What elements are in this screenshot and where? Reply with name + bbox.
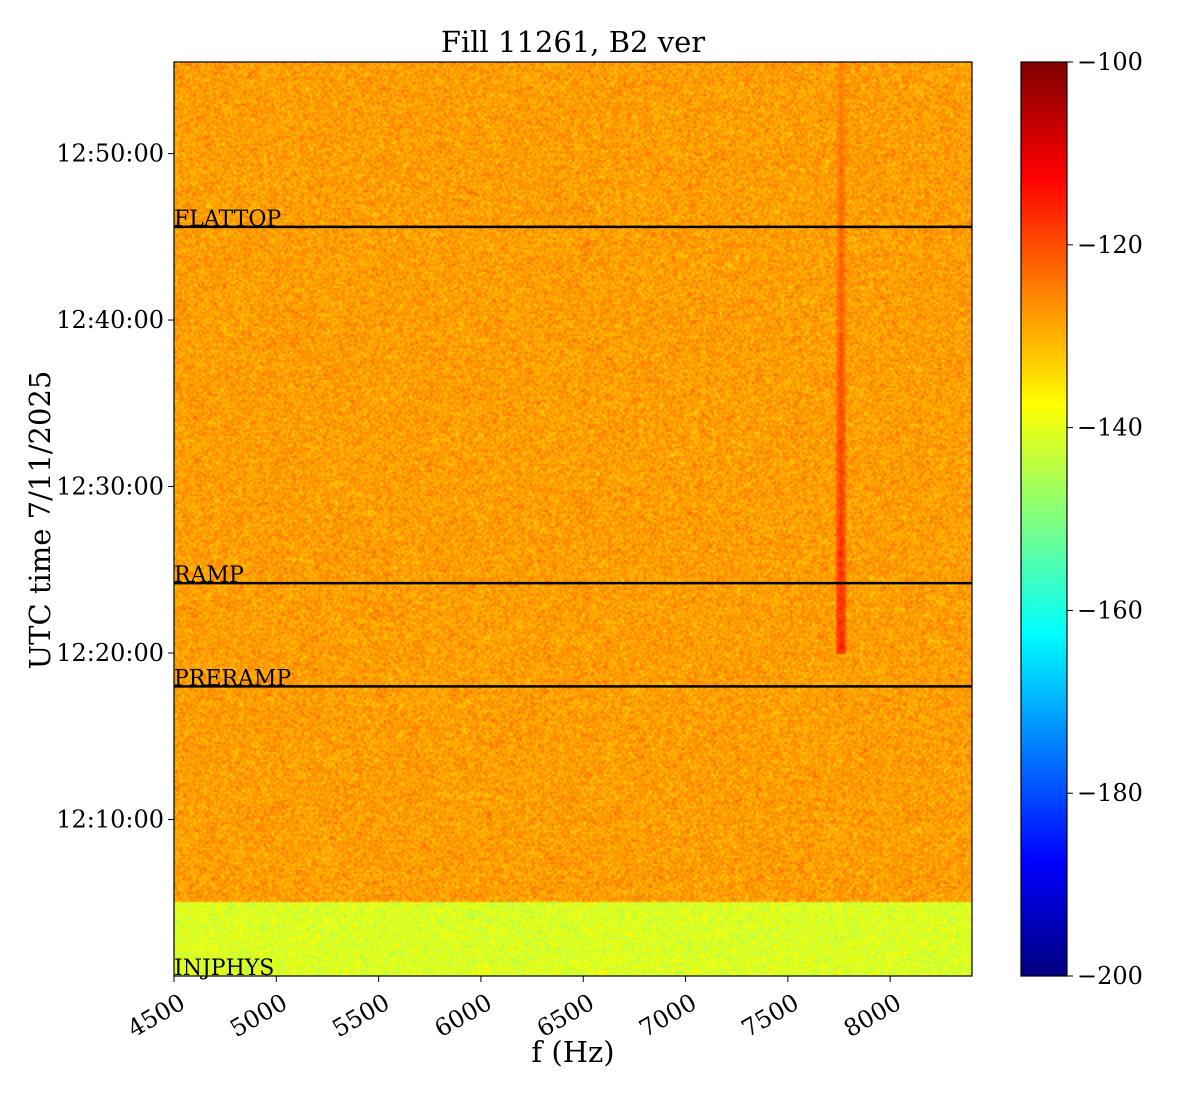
colorbar-axis: −100 −120 −140 −160 −180 −200 — [1067, 48, 1143, 990]
event-label: INJPHYS — [174, 956, 274, 981]
colorbar-tick-label: −200 — [1077, 962, 1143, 990]
x-tick-label: 4500 — [123, 988, 190, 1043]
colorbar-tick-label: −120 — [1077, 231, 1143, 259]
colorbar-frame — [1020, 61, 1068, 977]
x-tick-label: 5500 — [328, 988, 395, 1043]
y-tick-label: 12:50:00 — [56, 140, 164, 168]
x-axis-label: f (Hz) — [531, 1035, 614, 1069]
plot-frame — [173, 61, 973, 977]
colorbar-tick-label: −180 — [1077, 779, 1143, 807]
y-tick-label: 12:40:00 — [56, 306, 164, 334]
x-tick-label: 7000 — [634, 988, 701, 1043]
y-axis-label: UTC time 7/11/2025 — [23, 371, 57, 670]
chart-title: Fill 11261, B2 ver — [441, 25, 705, 59]
colorbar-gradient — [1021, 62, 1067, 976]
event-label: PRERAMP — [174, 666, 291, 691]
spectrogram-heatmap — [174, 62, 972, 976]
x-tick-label: 8000 — [839, 988, 906, 1043]
x-tick-label: 5000 — [225, 988, 292, 1043]
x-tick-label: 7500 — [737, 988, 804, 1043]
event-lines: FLATTOP RAMP PRERAMP INJPHYS — [174, 207, 972, 981]
colorbar-tick-label: −140 — [1077, 414, 1143, 442]
colorbar-tick-label: −160 — [1077, 596, 1143, 624]
event-label: FLATTOP — [174, 207, 281, 232]
y-axis: 12:10:00 12:20:00 12:30:00 12:40:00 12:50:00 — [56, 140, 174, 834]
y-tick-label: 12:10:00 — [56, 806, 164, 834]
y-tick-label: 12:30:00 — [56, 473, 164, 501]
y-tick-label: 12:20:00 — [56, 639, 164, 667]
event-label: RAMP — [174, 563, 244, 588]
x-tick-label: 6000 — [430, 988, 497, 1043]
colorbar-tick-label: −100 — [1077, 48, 1143, 76]
x-axis: 4500 5000 5500 6000 6500 7000 7500 8000 — [123, 976, 906, 1043]
